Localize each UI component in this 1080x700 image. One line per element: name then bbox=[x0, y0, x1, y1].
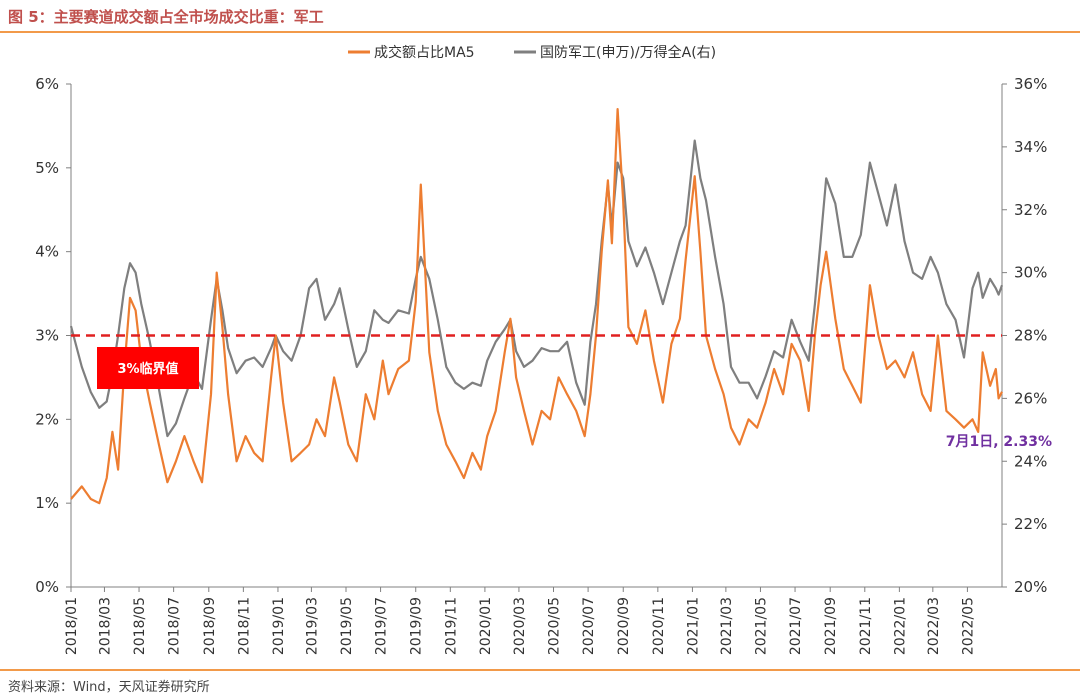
x-tick-label: 2018/07 bbox=[167, 597, 183, 655]
x-tick-label: 2021/11 bbox=[858, 597, 874, 655]
x-tick-label: 2018/01 bbox=[64, 597, 80, 655]
title-divider bbox=[0, 31, 1080, 33]
last-value-annotation: 7月1日, 2.33% bbox=[946, 434, 1052, 450]
legend-label-gray: 国防军工(申万)/万得全A(右) bbox=[540, 44, 716, 61]
series-line-gray bbox=[69, 139, 1004, 438]
y-left-tick-label: 3% bbox=[35, 327, 59, 345]
x-tick-label: 2019/05 bbox=[339, 597, 355, 655]
x-tick-label: 2021/07 bbox=[788, 597, 804, 655]
x-tick-label: 2019/07 bbox=[374, 597, 390, 655]
x-tick-label: 2020/09 bbox=[616, 597, 632, 655]
threshold-badge-label: 3%临界值 bbox=[117, 361, 178, 377]
x-tick-label: 2022/01 bbox=[892, 597, 908, 655]
x-tick-label: 2019/11 bbox=[443, 597, 459, 655]
y-left-tick-label: 2% bbox=[35, 410, 59, 428]
x-tick-label: 2021/03 bbox=[719, 597, 735, 655]
legend: 成交额占比MA5 国防军工(申万)/万得全A(右) bbox=[348, 44, 716, 61]
y-left-tick-label: 1% bbox=[35, 494, 59, 512]
y-right-tick-label: 24% bbox=[1014, 452, 1047, 470]
x-tick-label: 2021/01 bbox=[685, 597, 701, 655]
y-right-tick-label: 26% bbox=[1014, 389, 1047, 407]
x-tick-label: 2021/09 bbox=[823, 597, 839, 655]
source-note: 资料来源：Wind，天风证券研究所 bbox=[8, 680, 210, 695]
y-right-tick-label: 36% bbox=[1014, 75, 1047, 93]
threshold-badge: 3%临界值 bbox=[97, 347, 199, 389]
y-left-tick-label: 0% bbox=[35, 578, 59, 596]
y-left-tick-label: 4% bbox=[35, 243, 59, 261]
x-tick-label: 2022/05 bbox=[960, 597, 976, 655]
legend-label-orange: 成交额占比MA5 bbox=[374, 44, 475, 61]
x-tick-label: 2019/01 bbox=[271, 597, 287, 655]
x-tick-label: 2018/11 bbox=[236, 597, 252, 655]
threshold-badge-box bbox=[97, 347, 199, 389]
y-right-tick-label: 28% bbox=[1014, 327, 1047, 345]
series-lines bbox=[69, 107, 1004, 505]
figure-title: 图 5：主要赛道成交额占全市场成交比重：军工 bbox=[8, 8, 324, 26]
y-right-tick-label: 30% bbox=[1014, 264, 1047, 282]
x-tick-label: 2019/03 bbox=[304, 597, 320, 655]
x-tick-label: 2018/09 bbox=[202, 597, 218, 655]
series-line-orange bbox=[70, 107, 1003, 505]
x-tick-label: 2020/07 bbox=[581, 597, 597, 655]
x-tick-label: 2018/05 bbox=[132, 597, 148, 655]
x-tick-label: 2021/05 bbox=[753, 597, 769, 655]
x-tick-label: 2020/05 bbox=[547, 597, 563, 655]
y-right-tick-label: 32% bbox=[1014, 201, 1047, 219]
x-tick-label: 2020/11 bbox=[651, 597, 667, 655]
x-tick-label: 2018/03 bbox=[97, 597, 113, 655]
y-right-tick-label: 20% bbox=[1014, 578, 1047, 596]
x-tick-label: 2019/09 bbox=[409, 597, 425, 655]
chart: 成交额占比MA5 国防军工(申万)/万得全A(右) 0% 1% 2% 3% 4% 5% 6%… bbox=[35, 44, 1052, 655]
x-tick-label: 2020/03 bbox=[512, 597, 528, 655]
x-tick-label: 2020/01 bbox=[478, 597, 494, 655]
axes: 0% 1% 2% 3% 4% 5% 6% 20% 22% 24% 26% 28% 30% 32% 34% 36… bbox=[35, 75, 1047, 655]
y-right-tick-label: 34% bbox=[1014, 138, 1047, 156]
footer-divider bbox=[0, 669, 1080, 671]
y-left-tick-label: 6% bbox=[35, 75, 59, 93]
y-right-tick-label: 22% bbox=[1014, 515, 1047, 533]
x-tick-label: 2022/03 bbox=[926, 597, 942, 655]
y-left-tick-label: 5% bbox=[35, 159, 59, 177]
